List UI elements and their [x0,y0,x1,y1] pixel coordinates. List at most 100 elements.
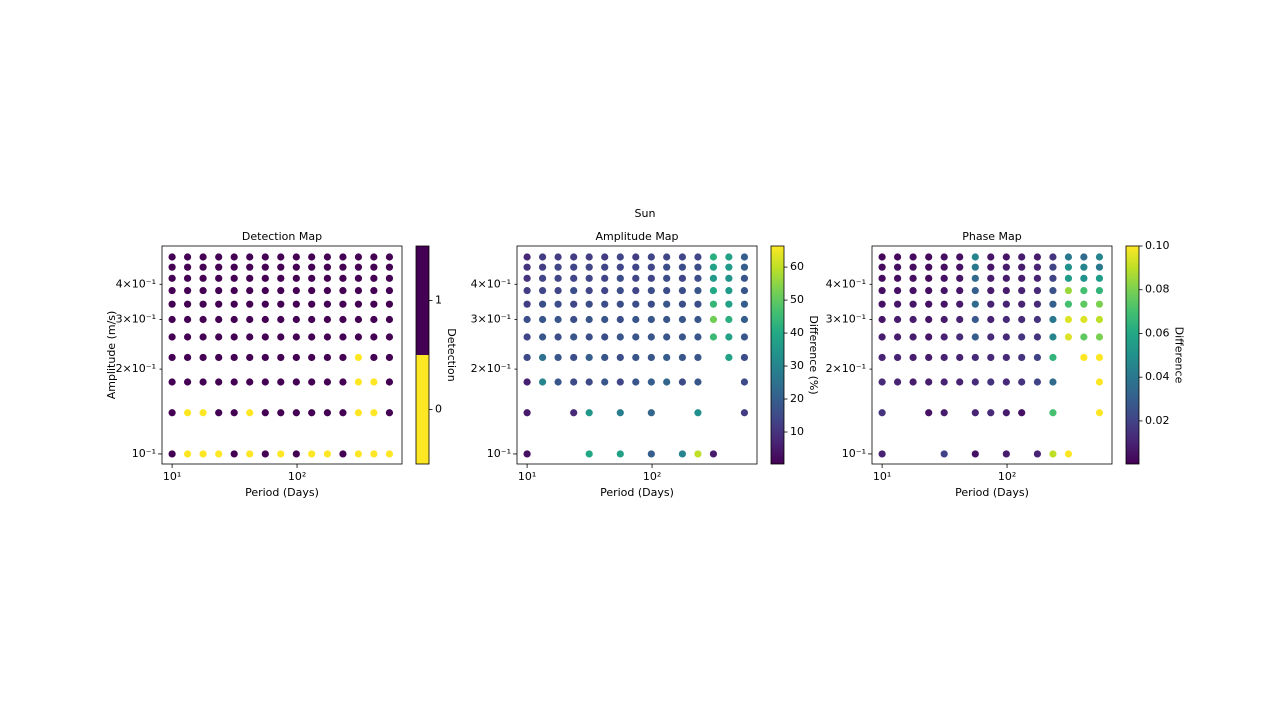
data-point [523,409,531,417]
data-point [1002,315,1010,324]
y-tick-label: 2×10⁻¹ [116,362,156,375]
data-point [893,333,902,341]
data-point [1018,274,1026,282]
data-point [1002,253,1010,261]
data-point [1033,274,1042,282]
data-point [183,378,192,386]
data-point [277,286,285,295]
data-point [385,286,394,295]
data-point [246,353,254,362]
data-point [694,253,702,261]
data-point [632,286,640,295]
data-point [1080,274,1088,282]
data-point [1033,378,1042,386]
data-point [354,300,363,308]
data-point [246,274,254,282]
data-point [678,353,687,362]
data-point [339,315,347,324]
data-point [183,353,192,362]
data-point [1095,263,1104,271]
data-point [585,300,593,308]
data-point [339,333,347,341]
data-point [725,315,733,324]
data-point [987,409,995,417]
data-point [1064,315,1073,324]
data-point [570,353,578,362]
data-point [1064,274,1073,282]
data-point [1095,409,1104,417]
data-point [678,315,687,324]
data-point [1095,253,1104,261]
data-point [678,274,687,282]
data-point [230,274,238,282]
data-point [694,263,702,271]
data-point [168,315,176,324]
data-point [215,450,223,458]
data-point [1095,378,1104,386]
x-axis-label: Period (Days) [245,486,319,499]
data-point [538,253,547,261]
data-point [308,450,316,458]
data-point [740,263,749,271]
data-point [616,353,624,362]
data-point [694,274,702,282]
data-point [647,409,655,417]
x-tick-label: 10² [998,470,1016,483]
data-point [940,450,948,458]
data-point [909,286,917,295]
data-point [261,409,269,417]
data-point [215,286,223,295]
data-point [230,378,238,386]
colorbar-tick-label: 0.08 [1145,283,1170,296]
data-point [1018,333,1026,341]
data-point [647,378,655,386]
data-point [725,353,733,362]
data-point [1080,286,1088,295]
data-point [570,253,578,261]
data-point [878,353,886,362]
data-point [538,353,547,362]
colorbar [415,245,430,465]
data-point [709,300,718,308]
colorbar-tick-label: 0.02 [1145,414,1170,427]
data-point [709,263,718,271]
data-point [183,263,192,271]
data-point [523,333,531,341]
data-point [632,353,640,362]
data-point [570,300,578,308]
data-point [1095,333,1104,341]
data-point [925,274,933,282]
data-point [215,253,223,261]
data-point [956,353,964,362]
data-point [183,253,192,261]
data-point [632,333,640,341]
data-point [585,286,593,295]
data-point [323,263,332,271]
data-point [354,274,363,282]
data-point [1018,409,1026,417]
data-point [1002,263,1010,271]
data-point [893,378,902,386]
data-point [987,286,995,295]
data-point [1049,274,1057,282]
data-point [370,263,378,271]
data-point [940,300,948,308]
data-point [971,263,979,271]
data-point [956,300,964,308]
data-point [523,450,531,458]
data-point [385,409,394,417]
data-point [538,274,547,282]
data-point [1049,286,1057,295]
data-point [199,315,207,324]
data-point [538,300,547,308]
data-point [925,315,933,324]
data-point [523,274,531,282]
data-point [323,274,332,282]
data-point [385,274,394,282]
x-tick-label: 10² [643,470,661,483]
data-point [987,300,995,308]
data-point [292,286,300,295]
data-point [616,315,624,324]
data-point [323,315,332,324]
data-point [647,450,655,458]
